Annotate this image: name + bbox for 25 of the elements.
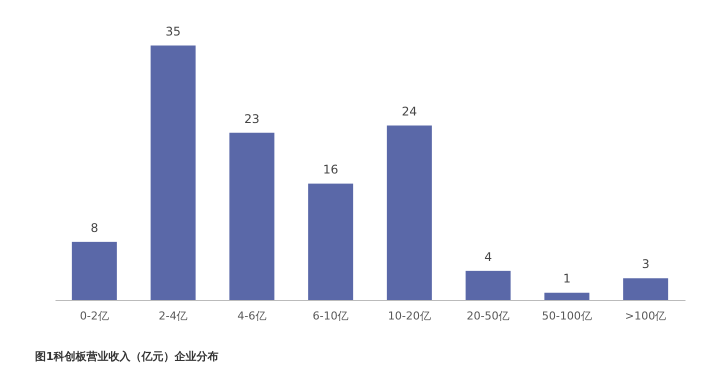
data-label: 24 <box>402 104 418 119</box>
bar <box>386 126 432 300</box>
bar <box>308 184 354 300</box>
x-tick-label: 10-20亿 <box>388 310 431 322</box>
data-label: 3 <box>642 257 650 272</box>
data-label: 4 <box>484 250 492 264</box>
x-tick-label: 2-4亿 <box>158 310 188 322</box>
data-label: 8 <box>90 220 98 235</box>
bar <box>623 278 668 300</box>
x-tick-label: 6-10亿 <box>312 310 349 322</box>
bar <box>72 242 117 300</box>
x-tick-label: 20-50亿 <box>466 310 510 322</box>
bar <box>466 270 511 300</box>
data-label: 35 <box>165 24 181 39</box>
x-tick-label: 50-100亿 <box>542 310 592 322</box>
x-tick-label: 4-6亿 <box>237 310 266 322</box>
x-tick-label: 0-2亿 <box>80 310 109 322</box>
text: 图1科创板营业收入（亿元）企业分布 <box>35 350 219 363</box>
data-label: 23 <box>244 112 260 126</box>
x-tick-label: >100亿 <box>625 310 666 322</box>
bar <box>229 132 274 300</box>
bar <box>544 292 590 300</box>
data-label: 1 <box>563 272 571 286</box>
data-label: 16 <box>322 162 338 177</box>
bar <box>150 46 196 300</box>
